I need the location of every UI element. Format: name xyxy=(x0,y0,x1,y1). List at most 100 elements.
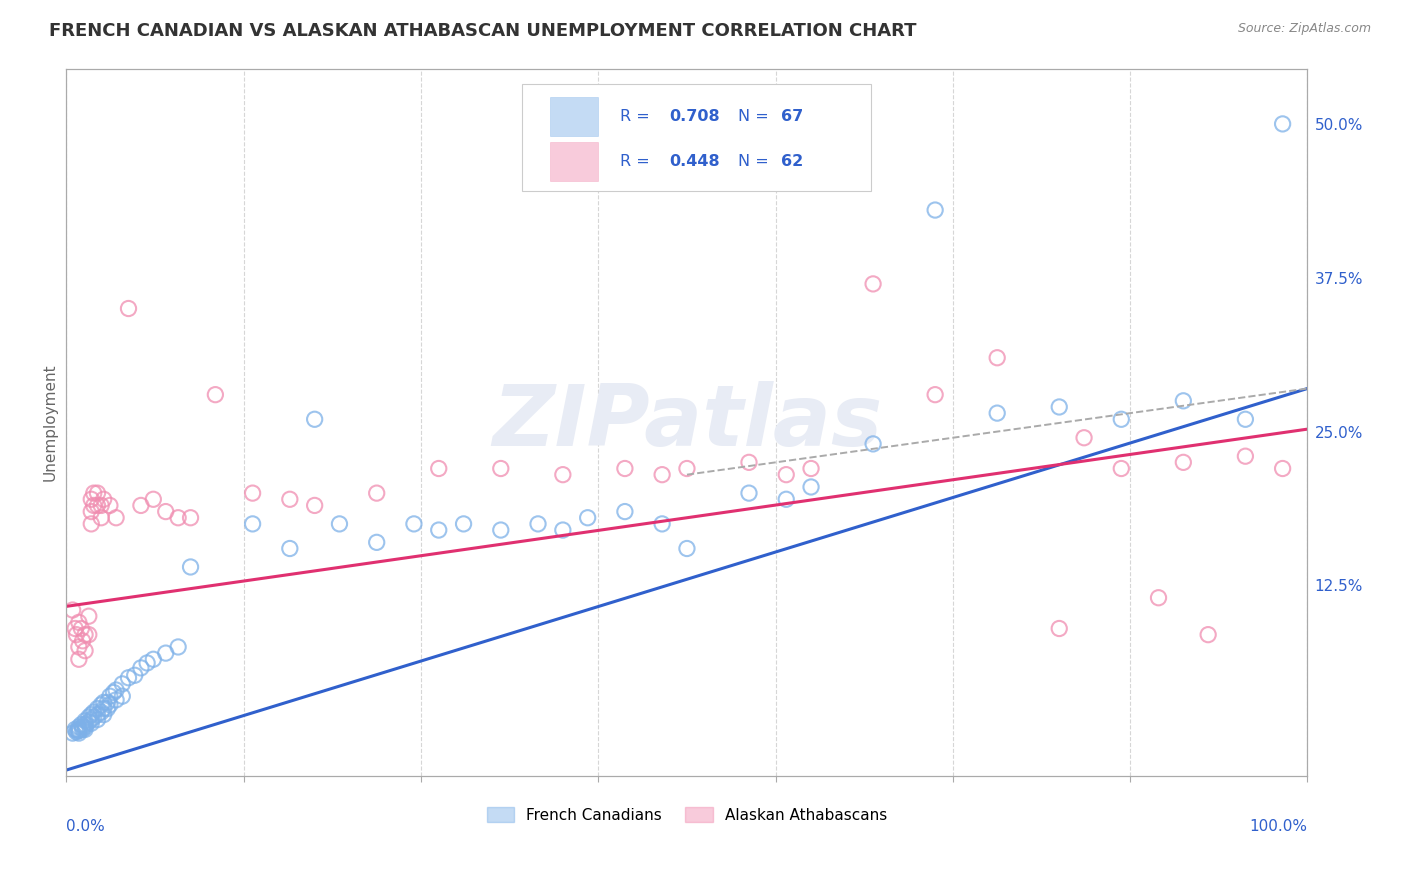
Point xyxy=(155,646,177,660)
Point xyxy=(304,412,326,426)
Point xyxy=(86,707,108,722)
Text: 67: 67 xyxy=(782,109,803,124)
Point xyxy=(242,516,264,531)
Point xyxy=(155,505,177,519)
Point xyxy=(98,499,121,513)
Point xyxy=(862,437,884,451)
Point xyxy=(67,723,90,737)
Point xyxy=(862,277,884,291)
Text: N =: N = xyxy=(738,154,773,169)
Point xyxy=(75,723,97,737)
Point xyxy=(1111,461,1133,475)
Point xyxy=(775,492,797,507)
Point xyxy=(167,510,190,524)
Point xyxy=(75,717,97,731)
Point xyxy=(129,499,152,513)
Point xyxy=(96,695,118,709)
Point xyxy=(738,486,761,500)
Point xyxy=(1111,412,1133,426)
Point xyxy=(576,510,599,524)
Point xyxy=(1234,412,1257,426)
Point xyxy=(1271,117,1294,131)
Point xyxy=(924,387,946,401)
Point xyxy=(63,723,86,737)
Point xyxy=(80,505,103,519)
Point xyxy=(67,652,90,666)
Point xyxy=(93,701,115,715)
Point xyxy=(93,492,115,507)
Point xyxy=(75,714,97,728)
Text: 62: 62 xyxy=(782,154,803,169)
Point xyxy=(80,713,103,727)
Text: 0.448: 0.448 xyxy=(669,154,720,169)
Point xyxy=(103,685,125,699)
Point xyxy=(72,720,94,734)
Point xyxy=(800,480,823,494)
Point xyxy=(86,499,108,513)
Point xyxy=(676,461,699,475)
Point xyxy=(67,720,90,734)
Point xyxy=(180,560,202,574)
Point xyxy=(117,301,139,316)
Y-axis label: Unemployment: Unemployment xyxy=(44,364,58,481)
Point xyxy=(142,492,165,507)
Point xyxy=(96,701,118,715)
FancyBboxPatch shape xyxy=(550,97,598,136)
Point xyxy=(427,523,450,537)
Point xyxy=(90,510,112,524)
Text: 100.0%: 100.0% xyxy=(1250,819,1308,834)
Point xyxy=(98,698,121,712)
Point xyxy=(75,643,97,657)
Point xyxy=(66,723,89,738)
Point xyxy=(551,467,574,482)
Point xyxy=(86,486,108,500)
Point xyxy=(453,516,475,531)
Point xyxy=(83,486,105,500)
Point xyxy=(328,516,350,531)
Text: N =: N = xyxy=(738,109,773,124)
Point xyxy=(105,510,128,524)
Point xyxy=(111,689,134,703)
Point xyxy=(80,707,103,722)
Text: FRENCH CANADIAN VS ALASKAN ATHABASCAN UNEMPLOYMENT CORRELATION CHART: FRENCH CANADIAN VS ALASKAN ATHABASCAN UN… xyxy=(49,22,917,40)
Text: 0.0%: 0.0% xyxy=(66,819,105,834)
Point xyxy=(80,516,103,531)
Text: Source: ZipAtlas.com: Source: ZipAtlas.com xyxy=(1237,22,1371,36)
Point xyxy=(93,695,115,709)
Point xyxy=(77,627,100,641)
Point xyxy=(489,523,512,537)
Text: 0.708: 0.708 xyxy=(669,109,720,124)
Point xyxy=(366,535,388,549)
Point xyxy=(278,492,301,507)
Point xyxy=(77,714,100,729)
Point xyxy=(738,455,761,469)
Point xyxy=(86,713,108,727)
Point xyxy=(924,202,946,217)
Point xyxy=(62,726,84,740)
Point xyxy=(427,461,450,475)
Point xyxy=(304,499,326,513)
Point xyxy=(70,717,93,731)
Point xyxy=(613,505,636,519)
Point xyxy=(167,640,190,654)
Point xyxy=(124,668,146,682)
Point xyxy=(180,510,202,524)
Point xyxy=(613,461,636,475)
Point xyxy=(204,387,226,401)
Text: ZIPatlas: ZIPatlas xyxy=(492,381,882,464)
Point xyxy=(70,622,93,636)
Point xyxy=(65,627,87,641)
Point xyxy=(90,705,112,719)
Point xyxy=(90,499,112,513)
Point xyxy=(775,467,797,482)
Point xyxy=(551,523,574,537)
Point xyxy=(651,516,673,531)
Point xyxy=(366,486,388,500)
Point xyxy=(83,705,105,719)
Text: R =: R = xyxy=(620,154,655,169)
Point xyxy=(65,724,87,739)
Point xyxy=(67,615,90,630)
Point xyxy=(63,622,86,636)
Point xyxy=(72,723,94,737)
Point xyxy=(67,640,90,654)
